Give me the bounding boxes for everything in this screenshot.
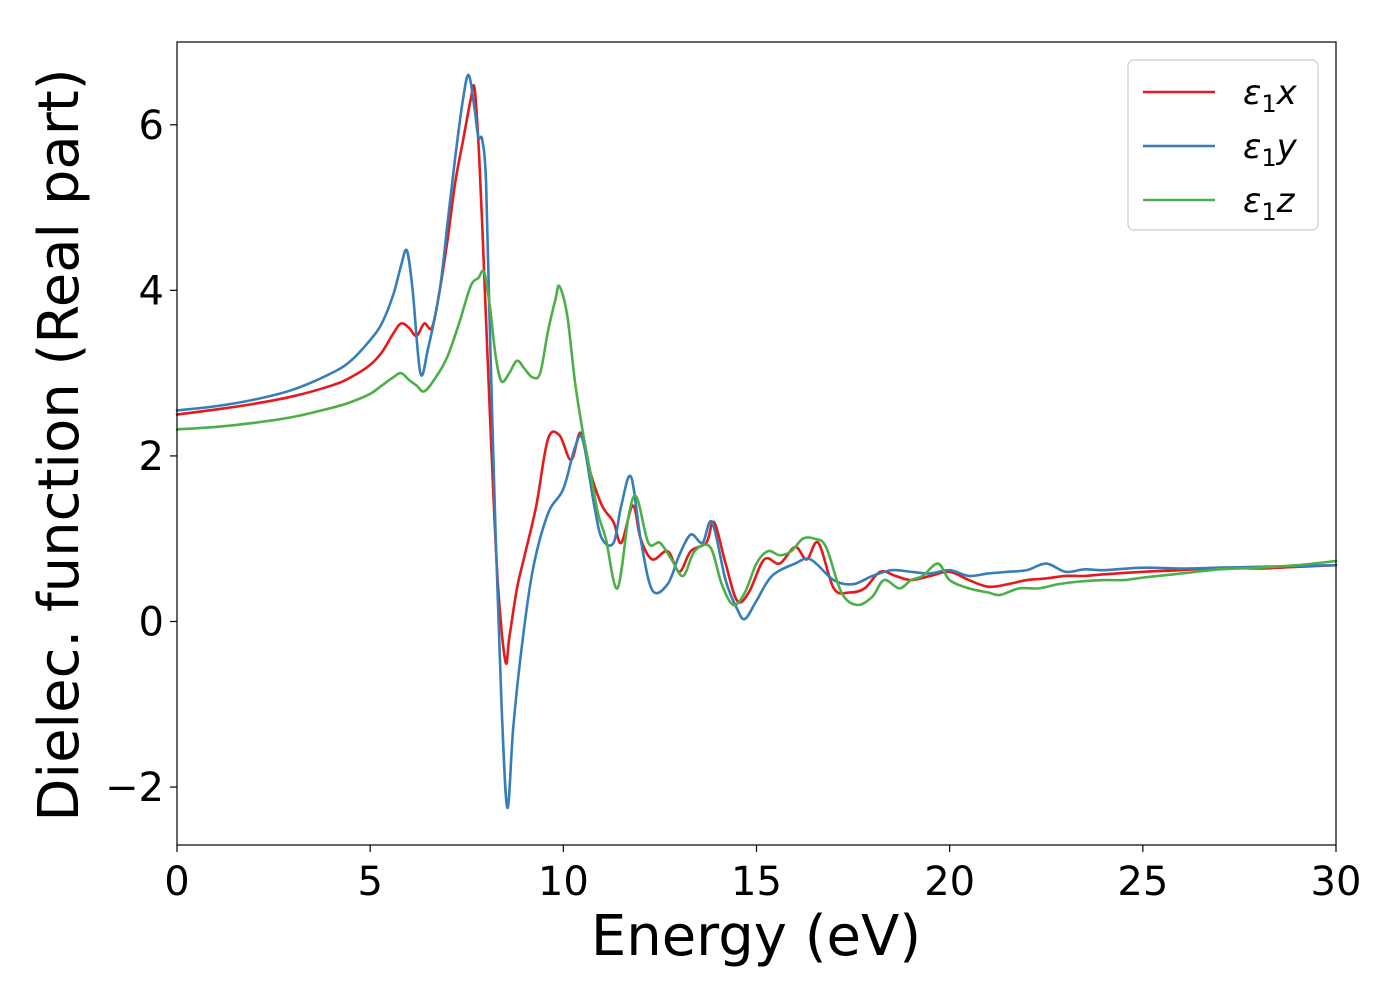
legend-label-z: ε1z xyxy=(1243,181,1296,226)
x-tick-label: 10 xyxy=(538,859,589,905)
x-tick-label: 5 xyxy=(357,859,382,905)
y-tick-label: 2 xyxy=(139,434,164,480)
x-tick-label: 30 xyxy=(1311,859,1362,905)
series-lines xyxy=(175,73,1338,810)
series-line-x xyxy=(175,83,1338,665)
legend: ε1x ε1y ε1z xyxy=(1127,59,1319,231)
legend-box xyxy=(1127,59,1319,231)
y-tick-label: 6 xyxy=(139,103,164,149)
x-axis-label: Energy (eV) xyxy=(591,904,921,969)
y-axis-ticks: −2 0 2 4 6 xyxy=(105,103,177,811)
y-tick-label: 4 xyxy=(139,268,164,314)
legend-label-y: ε1y xyxy=(1243,127,1298,172)
y-axis-label: Dielec. function (Real part) xyxy=(27,68,92,821)
x-tick-label: 15 xyxy=(731,859,782,905)
y-tick-label: −2 xyxy=(105,765,164,811)
x-tick-label: 0 xyxy=(164,859,189,905)
series-line-z xyxy=(175,269,1338,607)
series-line-y xyxy=(175,73,1338,810)
x-tick-label: 25 xyxy=(1117,859,1168,905)
y-tick-label: 0 xyxy=(139,599,164,645)
x-axis-ticks: 0 5 10 15 20 25 30 xyxy=(164,845,1361,905)
legend-label-x: ε1x xyxy=(1243,73,1298,118)
x-tick-label: 20 xyxy=(924,859,975,905)
